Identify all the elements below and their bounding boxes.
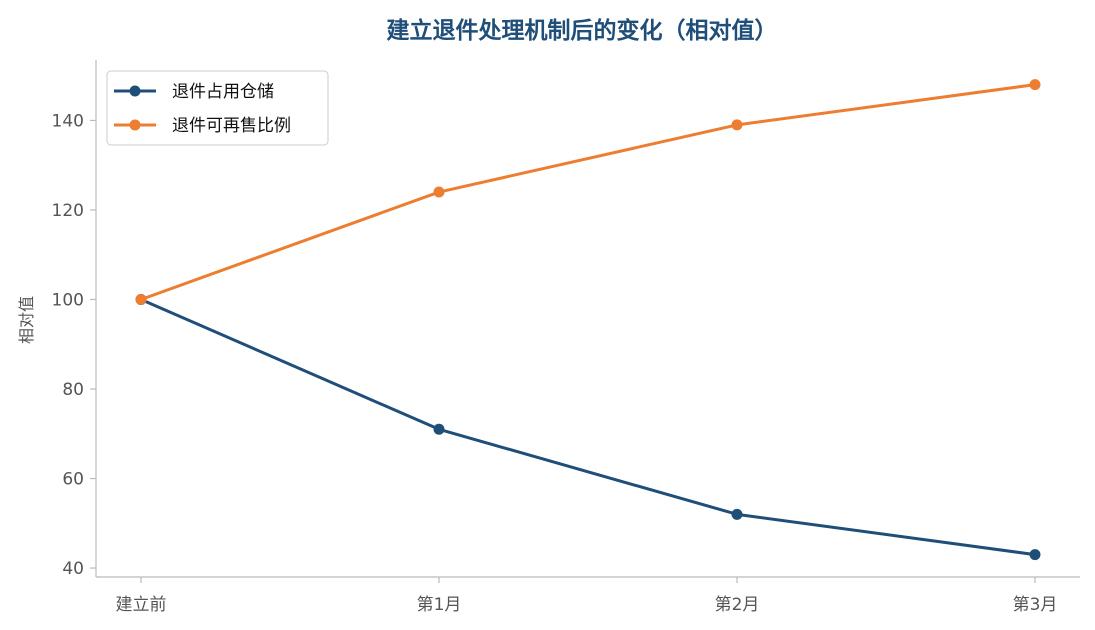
y-tick-label: 60: [62, 470, 84, 490]
x-tick-label: 第1月: [417, 595, 462, 615]
y-tick-label: 40: [62, 559, 84, 579]
x-tick-label: 第2月: [715, 595, 760, 615]
legend-label-1: 退件可再售比例: [172, 116, 291, 136]
x-tick-label: 建立前: [116, 595, 167, 615]
x-tick-label: 第3月: [1013, 595, 1058, 615]
data-point-1-0: [135, 293, 147, 305]
y-tick-label: 100: [52, 290, 84, 310]
legend-box: [106, 70, 329, 146]
chart-title: 建立退件处理机制后的变化（相对值）: [387, 17, 778, 44]
y-axis-label: 相对值: [17, 296, 36, 344]
y-tick-label: 140: [52, 111, 84, 131]
legend-label-0: 退件占用仓储: [172, 82, 274, 102]
data-point-0-3: [1029, 549, 1041, 561]
y-tick-label: 120: [52, 201, 84, 221]
axes: 40 60 80 100 120 140 建立前 第1月 第2月 第3月: [52, 60, 1080, 615]
series-layer: [135, 79, 1041, 561]
legend-marker-1: [129, 119, 141, 131]
data-point-0-1: [433, 423, 445, 435]
series-line-1: [139, 83, 1037, 301]
y-tick-label: 80: [62, 380, 84, 400]
series-line-0: [139, 297, 1037, 557]
data-point-1-1: [433, 186, 445, 198]
legend-marker-0: [129, 85, 141, 97]
data-point-1-2: [731, 119, 743, 131]
legend: 退件占用仓储 退件可再售比例: [106, 70, 329, 146]
data-point-1-3: [1029, 79, 1041, 91]
data-point-0-2: [731, 508, 743, 520]
